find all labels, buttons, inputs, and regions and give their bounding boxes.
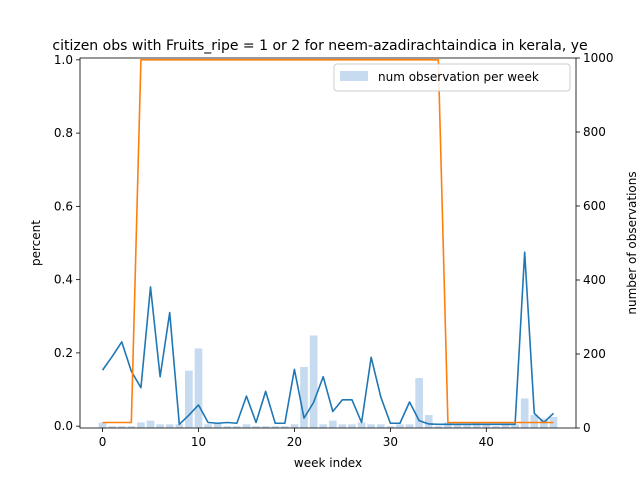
x-tick-label: 40 <box>479 435 494 449</box>
bar <box>396 424 404 428</box>
bar <box>300 366 308 428</box>
bar <box>453 424 462 428</box>
x-tick-label: 10 <box>191 435 206 449</box>
bar <box>127 426 136 428</box>
bar <box>146 420 155 428</box>
bar <box>261 426 270 428</box>
x-tick-label: 0 <box>99 435 107 449</box>
y-axis-left: 0.0 0.2 0.4 0.6 0.8 1.0 <box>54 53 80 433</box>
series-line-1 <box>101 251 555 426</box>
bar <box>98 422 107 428</box>
bar <box>472 422 481 428</box>
bar <box>242 424 251 428</box>
bar <box>367 424 376 428</box>
bar <box>520 398 529 428</box>
y-tick-label: 0.2 <box>54 346 73 360</box>
series-line-2 <box>102 59 554 424</box>
bar <box>252 426 260 428</box>
y2-tick-label: 1000 <box>583 51 614 65</box>
chart-title: citizen obs with Fruits_ripe = 1 or 2 fo… <box>52 38 587 54</box>
y-axis-label: percent <box>29 220 43 266</box>
y-tick-label: 0.8 <box>54 126 73 140</box>
x-axis-label: week index <box>294 456 362 470</box>
bar <box>204 424 212 428</box>
bar <box>328 420 337 428</box>
y2-tick-label: 200 <box>583 347 606 361</box>
bar <box>540 418 548 428</box>
bar <box>280 426 289 428</box>
bar <box>434 426 443 428</box>
bar <box>549 416 558 428</box>
y2-tick-label: 800 <box>583 125 606 139</box>
bar <box>309 335 318 428</box>
y-tick-label: 1.0 <box>54 53 73 67</box>
bar <box>530 415 539 428</box>
y2-tick-label: 400 <box>583 273 606 287</box>
bar <box>415 378 423 428</box>
x-axis: 0 10 20 30 40 <box>99 428 494 449</box>
bar <box>108 426 116 428</box>
bar <box>348 424 356 428</box>
legend-swatch <box>340 71 368 81</box>
bar <box>233 426 241 428</box>
bar <box>501 424 510 428</box>
bar <box>511 424 519 428</box>
bar <box>357 422 366 428</box>
bar <box>444 422 452 428</box>
bar <box>117 426 126 428</box>
bar <box>405 424 414 428</box>
bars-layer <box>98 335 558 428</box>
bar <box>492 426 500 428</box>
y-tick-label: 0.0 <box>54 419 73 433</box>
lines-layer <box>101 59 555 426</box>
plot-frame <box>79 57 577 429</box>
y-tick-label: 0.6 <box>54 199 73 213</box>
bar <box>165 424 174 428</box>
bar <box>386 426 395 428</box>
bar <box>156 424 164 428</box>
bar <box>185 370 193 428</box>
bar <box>424 415 433 428</box>
bar <box>137 422 145 428</box>
bar <box>338 424 347 428</box>
bar <box>213 422 222 428</box>
legend-label: num observation per week <box>378 70 539 84</box>
bar <box>290 424 299 428</box>
x-tick-label: 20 <box>287 435 302 449</box>
y2-tick-label: 600 <box>583 199 606 213</box>
bar <box>319 424 328 428</box>
bar <box>271 426 280 428</box>
bar <box>482 424 491 428</box>
x-tick-label: 30 <box>383 435 398 449</box>
bar <box>463 424 471 428</box>
legend: num observation per week <box>333 63 571 92</box>
y-axis-right: 0 200 400 600 800 1000 <box>576 51 614 435</box>
y2-tick-label: 0 <box>583 421 591 435</box>
y2-axis-label: number of observations <box>625 171 639 314</box>
bar <box>223 426 232 428</box>
legend-box <box>333 63 571 92</box>
bar <box>376 424 385 428</box>
bar <box>175 424 184 428</box>
y-tick-label: 0.4 <box>54 273 73 287</box>
bar <box>194 348 203 428</box>
